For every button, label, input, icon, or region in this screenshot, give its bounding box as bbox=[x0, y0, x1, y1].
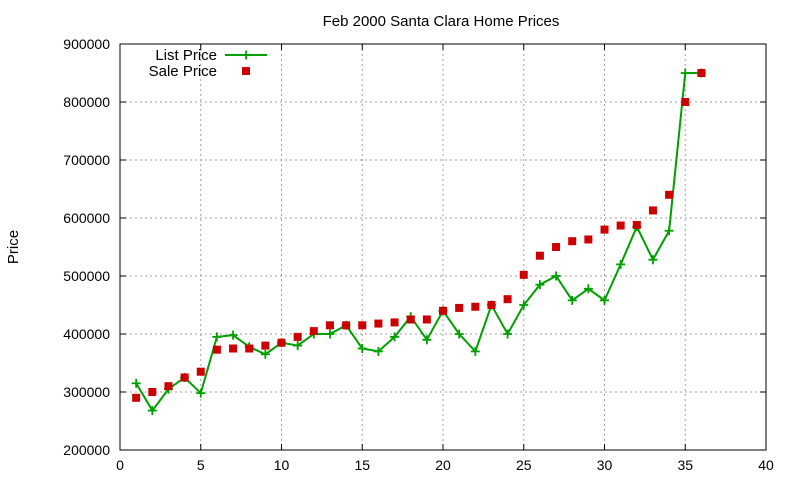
series-0 bbox=[131, 68, 706, 416]
y-tick-label: 600000 bbox=[63, 210, 110, 226]
data-point bbox=[261, 341, 270, 350]
x-tick-label: 10 bbox=[274, 457, 290, 473]
y-tick-label: 400000 bbox=[63, 326, 110, 342]
x-tick-label: 40 bbox=[758, 457, 774, 473]
data-point bbox=[455, 303, 464, 312]
data-point bbox=[228, 330, 238, 340]
data-point bbox=[147, 406, 157, 416]
plot-frame bbox=[119, 43, 767, 451]
data-point bbox=[454, 329, 464, 339]
legend-label: Sale Price bbox=[149, 63, 217, 80]
data-point bbox=[422, 315, 431, 324]
data-point bbox=[616, 221, 625, 230]
data-point bbox=[503, 329, 513, 339]
legend-label: List Price bbox=[155, 47, 217, 64]
x-tick-label: 5 bbox=[197, 457, 205, 473]
data-point bbox=[373, 346, 383, 356]
y-tick-label: 200000 bbox=[63, 442, 110, 458]
data-point bbox=[583, 284, 593, 294]
data-point bbox=[293, 332, 302, 341]
data-point bbox=[325, 329, 335, 339]
series-line bbox=[135, 72, 702, 413]
data-point bbox=[342, 321, 351, 330]
data-point bbox=[648, 206, 657, 215]
data-point bbox=[681, 98, 690, 106]
data-point bbox=[519, 270, 528, 279]
data-point bbox=[164, 382, 173, 391]
data-point bbox=[212, 332, 222, 342]
x-tick-label: 30 bbox=[597, 457, 613, 473]
data-point bbox=[309, 327, 318, 336]
data-point bbox=[680, 68, 690, 78]
data-point bbox=[357, 344, 367, 353]
y-tick-label: 700000 bbox=[63, 152, 110, 168]
x-tick-label: 15 bbox=[354, 457, 370, 473]
data-point bbox=[325, 321, 334, 330]
data-point bbox=[245, 344, 254, 353]
data-point bbox=[422, 335, 432, 345]
legend-entry: List Price bbox=[155, 47, 267, 64]
y-axis-label: Price bbox=[5, 230, 22, 264]
series-1 bbox=[132, 69, 706, 402]
data-point bbox=[600, 295, 609, 305]
data-point bbox=[535, 280, 545, 290]
data-point bbox=[600, 225, 609, 234]
legend-entry: Sale Price bbox=[149, 63, 250, 80]
y-tick-label: 500000 bbox=[63, 268, 110, 284]
data-point bbox=[132, 393, 141, 402]
data-point bbox=[535, 251, 544, 260]
data-point bbox=[567, 295, 577, 305]
data-point bbox=[374, 319, 383, 328]
data-point bbox=[697, 69, 706, 77]
data-point bbox=[616, 259, 626, 269]
x-tick-label: 20 bbox=[435, 457, 451, 473]
data-point bbox=[406, 315, 415, 324]
data-point bbox=[648, 255, 658, 265]
data-point bbox=[470, 346, 480, 356]
data-point bbox=[212, 345, 221, 354]
grid bbox=[120, 44, 766, 450]
data-point bbox=[552, 243, 561, 251]
data-point bbox=[180, 373, 189, 382]
data-point bbox=[196, 367, 205, 376]
x-tick-label: 25 bbox=[516, 457, 532, 473]
y-tick-label: 300000 bbox=[63, 384, 110, 400]
legend-marker bbox=[241, 50, 251, 60]
data-point bbox=[196, 388, 206, 398]
data-point bbox=[260, 349, 270, 359]
data-point bbox=[519, 300, 529, 310]
x-tick-label: 0 bbox=[116, 457, 124, 473]
data-point bbox=[131, 378, 141, 388]
data-point bbox=[665, 190, 674, 199]
data-point bbox=[487, 301, 496, 309]
series bbox=[131, 68, 706, 416]
data-point bbox=[503, 295, 512, 304]
data-point bbox=[293, 341, 303, 351]
tick-labels: 0 5 10 15 20 25 30 35 40 200000 300000 400000 500000… bbox=[63, 36, 774, 473]
data-point bbox=[439, 306, 447, 315]
y-tick-label: 900000 bbox=[63, 36, 110, 52]
data-point bbox=[632, 220, 641, 229]
data-point bbox=[551, 271, 561, 281]
data-point bbox=[148, 388, 157, 396]
data-point bbox=[568, 237, 577, 246]
chart-title: Feb 2000 Santa Clara Home Prices bbox=[323, 13, 560, 30]
data-point bbox=[390, 318, 399, 327]
data-point bbox=[229, 344, 238, 353]
data-point bbox=[390, 332, 400, 342]
x-tick-label: 35 bbox=[677, 457, 693, 473]
legend-marker bbox=[242, 67, 250, 75]
data-point bbox=[358, 321, 367, 330]
data-point bbox=[277, 338, 286, 347]
y-tick-label: 800000 bbox=[63, 94, 110, 110]
data-point bbox=[584, 235, 593, 244]
data-point bbox=[664, 226, 674, 236]
data-point bbox=[471, 302, 480, 311]
